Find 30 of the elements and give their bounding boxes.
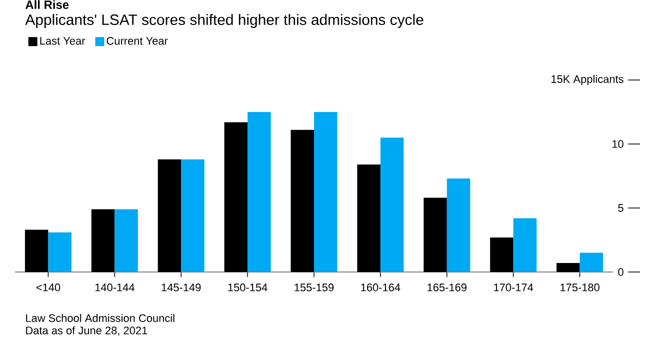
x-tick-label: 145-149 <box>162 284 201 292</box>
chart-subtitle: Applicants' LSAT scores shifted higher this admissions cycle <box>25 14 424 28</box>
x-tick-label: 150-154 <box>228 284 268 292</box>
bar <box>446 178 470 272</box>
x-tick-label: 175-180 <box>560 284 600 292</box>
x-tick-label: 165-169 <box>428 284 466 292</box>
bar <box>24 230 48 272</box>
y-tick-label: 10 <box>612 140 624 148</box>
bar <box>580 252 604 272</box>
bar <box>48 232 72 272</box>
bar <box>380 138 404 272</box>
legend-label: Last Year <box>40 37 86 45</box>
x-tick-label: <140 <box>36 284 60 292</box>
bar <box>513 218 537 272</box>
bar <box>181 159 204 272</box>
text: Data as of June 28, 2021 <box>26 326 148 336</box>
bar <box>114 209 138 272</box>
x-tick-label: 160-164 <box>361 284 400 292</box>
x-tick-label: 155-159 <box>294 284 334 292</box>
x-tick-label: 170-174 <box>494 284 534 292</box>
y-tick-label: 5 <box>618 204 624 212</box>
x-tick-label: 140-144 <box>95 284 134 292</box>
bar <box>314 112 338 272</box>
bar <box>91 209 115 272</box>
bar <box>248 112 271 272</box>
legend-label: Current Year <box>106 37 168 45</box>
chart-title: All Rise <box>25 0 69 9</box>
text: Law School Admission Council <box>26 314 174 322</box>
y-tick-label: 0 <box>618 268 624 276</box>
y-tick-label: 15K Applicants <box>552 74 624 86</box>
